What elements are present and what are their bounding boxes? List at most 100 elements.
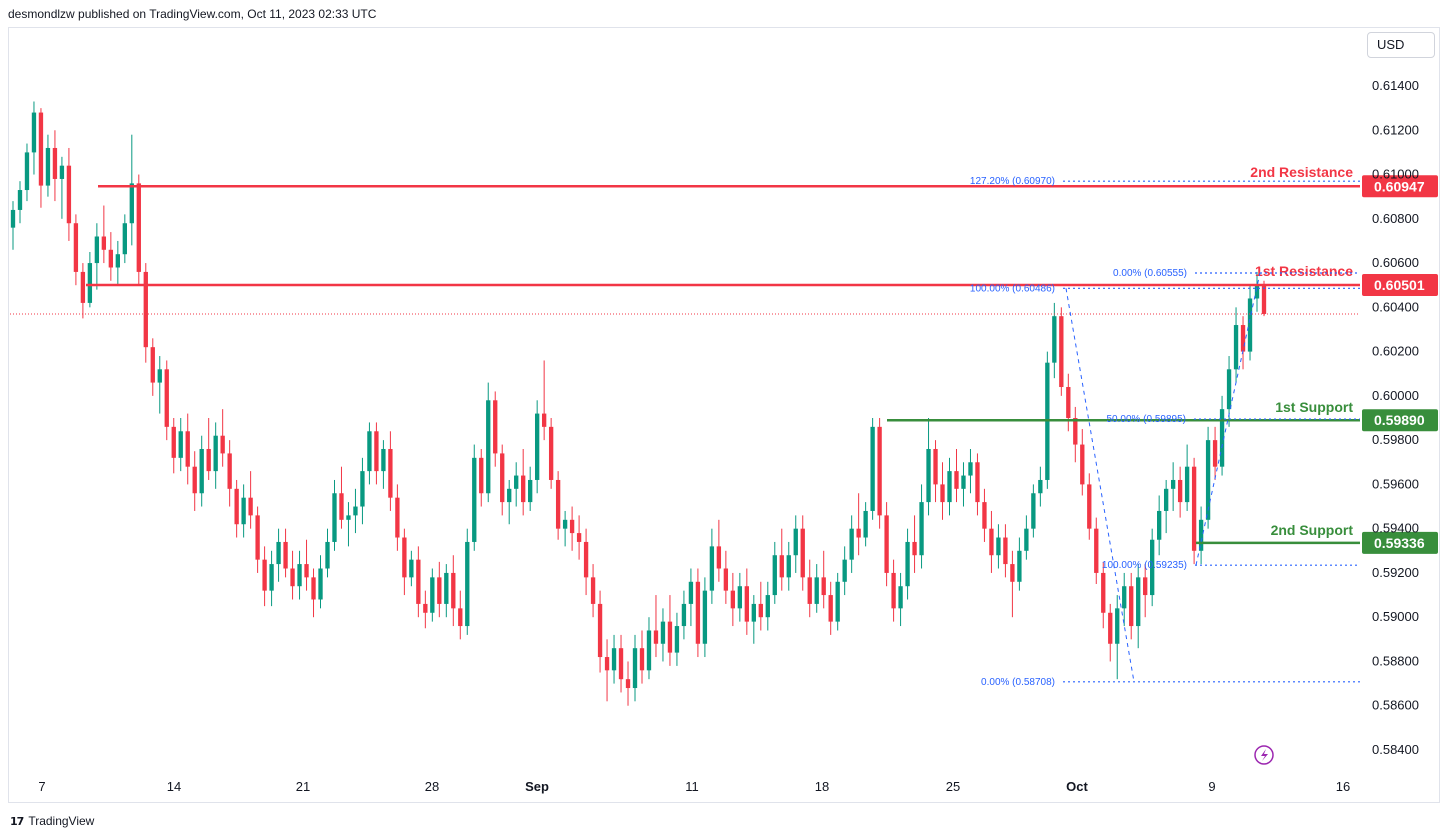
candle bbox=[479, 448, 484, 507]
candle bbox=[1233, 307, 1239, 383]
candle bbox=[856, 493, 861, 556]
candle bbox=[528, 466, 533, 511]
candle bbox=[1031, 484, 1036, 538]
candle-body bbox=[73, 223, 79, 272]
candle bbox=[346, 502, 351, 547]
price-tag-label: 0.60947 bbox=[1374, 178, 1425, 194]
candle bbox=[541, 360, 547, 441]
candle-body bbox=[779, 555, 784, 578]
candle-body bbox=[276, 541, 281, 565]
candle bbox=[416, 546, 421, 618]
candle bbox=[507, 479, 512, 525]
candle bbox=[891, 559, 896, 622]
candle-body bbox=[569, 519, 575, 534]
candle-body bbox=[555, 479, 561, 529]
candle bbox=[500, 444, 505, 516]
price-tag-bg bbox=[1362, 409, 1438, 432]
candle bbox=[1038, 466, 1043, 507]
candle-body bbox=[381, 448, 386, 472]
candle-body bbox=[416, 559, 421, 604]
candle-body bbox=[1080, 444, 1085, 485]
candle-body bbox=[458, 608, 463, 627]
price-tag: 0.59336 bbox=[1362, 531, 1438, 554]
candle-body bbox=[80, 271, 86, 303]
candle bbox=[898, 572, 903, 627]
candle bbox=[569, 506, 575, 551]
candle bbox=[793, 515, 798, 573]
candle-body bbox=[1219, 409, 1225, 467]
candle-body bbox=[115, 254, 120, 268]
candle-body bbox=[1066, 387, 1071, 418]
candle bbox=[968, 448, 973, 494]
candle-body bbox=[1254, 285, 1260, 299]
candle-body bbox=[583, 541, 589, 578]
candle bbox=[786, 541, 791, 591]
fib-label: 100.00% (0.60486) bbox=[970, 283, 1055, 294]
candle bbox=[66, 147, 72, 241]
candle-body bbox=[45, 147, 51, 186]
candle-body bbox=[507, 488, 512, 503]
candle-body bbox=[1191, 466, 1197, 551]
candle bbox=[1017, 537, 1022, 591]
y-tick-label: 0.58600 bbox=[1372, 698, 1419, 713]
candle bbox=[199, 435, 204, 507]
candle bbox=[821, 550, 826, 609]
price-tag: 0.60501 bbox=[1362, 273, 1438, 296]
candle-body bbox=[479, 457, 484, 494]
candle-body bbox=[856, 528, 861, 538]
y-tick-label: 0.61200 bbox=[1372, 122, 1419, 137]
candle bbox=[17, 181, 23, 224]
candle bbox=[737, 572, 743, 622]
candle-body bbox=[521, 475, 526, 503]
price-tag-bg bbox=[1362, 175, 1438, 198]
footer-brand[interactable]: 𝟭𝟳 TradingView bbox=[10, 814, 94, 828]
candle-body bbox=[849, 528, 854, 560]
candle bbox=[1219, 395, 1225, 476]
level-label: 1st Resistance bbox=[1255, 263, 1353, 279]
candle bbox=[87, 252, 93, 308]
candle-body bbox=[1059, 316, 1064, 388]
x-tick-label: 25 bbox=[946, 779, 960, 794]
candle-body bbox=[898, 586, 903, 609]
candle-body bbox=[213, 435, 218, 472]
candle-body bbox=[1212, 440, 1218, 467]
candle-body bbox=[10, 209, 16, 228]
candle-body bbox=[562, 519, 568, 529]
candle bbox=[325, 528, 330, 578]
candle-body bbox=[199, 448, 204, 494]
candle-body bbox=[402, 537, 407, 578]
candle-body bbox=[325, 541, 330, 569]
candle bbox=[402, 528, 407, 596]
candle bbox=[269, 550, 274, 607]
fib-label: 0.00% (0.58708) bbox=[981, 677, 1055, 688]
candle bbox=[213, 422, 218, 489]
candle-body bbox=[653, 630, 659, 644]
candle bbox=[1240, 316, 1246, 370]
candle bbox=[1059, 307, 1064, 396]
candle-body bbox=[297, 564, 302, 587]
candle bbox=[150, 338, 155, 396]
candle bbox=[206, 418, 211, 480]
candle bbox=[136, 174, 141, 286]
candle-body bbox=[632, 648, 638, 689]
candle bbox=[744, 568, 749, 635]
candle-body bbox=[1129, 586, 1134, 627]
candle-body bbox=[1031, 493, 1036, 529]
candle bbox=[625, 661, 631, 706]
candle bbox=[227, 440, 232, 507]
candle bbox=[989, 510, 994, 573]
candle bbox=[653, 595, 659, 658]
candle bbox=[423, 590, 428, 629]
candle-body bbox=[814, 577, 819, 604]
candle bbox=[1094, 517, 1099, 584]
lightning-icon[interactable] bbox=[1254, 745, 1274, 765]
candle bbox=[975, 453, 980, 516]
candle bbox=[10, 201, 16, 250]
candle-body bbox=[751, 603, 756, 622]
x-tick-label: 9 bbox=[1208, 779, 1215, 794]
candle-body bbox=[1101, 572, 1106, 613]
candle bbox=[688, 568, 694, 627]
candle-body bbox=[870, 426, 875, 511]
currency-selector[interactable]: USD bbox=[1367, 32, 1435, 58]
